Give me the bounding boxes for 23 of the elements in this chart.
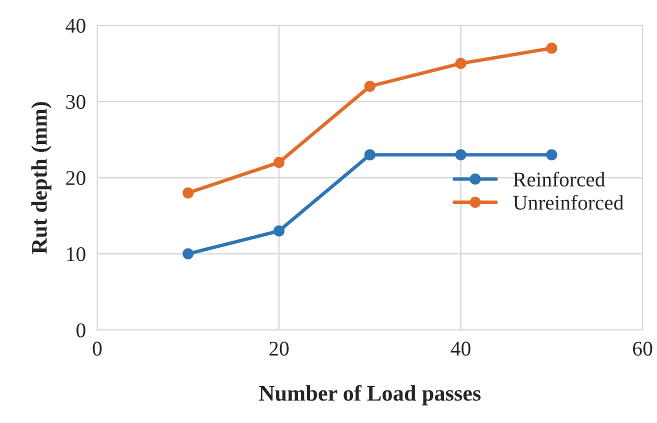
- point: [546, 42, 558, 54]
- x-tick-label: 60: [633, 342, 652, 356]
- y-tick-label: 40: [66, 18, 86, 33]
- y-axis-title: Rut depth (mm): [31, 102, 52, 254]
- y-tick-label: 0: [76, 323, 86, 338]
- point: [455, 58, 466, 70]
- y-tick-label: 10: [67, 247, 86, 262]
- legend-label: Unreinforced: [513, 194, 624, 210]
- x-tick-label: 0: [92, 342, 102, 356]
- point: [182, 187, 194, 198]
- point: [364, 80, 376, 92]
- y-tick-label: 20: [66, 171, 86, 186]
- point: [273, 225, 285, 237]
- point: [455, 149, 466, 160]
- x-tick-label: 20: [270, 342, 289, 356]
- point: [182, 248, 194, 260]
- point: [364, 149, 376, 160]
- y-tick-label: 30: [66, 94, 86, 109]
- x-tick-label: 40: [450, 342, 470, 356]
- legend-label: Reinforced: [513, 172, 606, 187]
- point: [546, 149, 558, 160]
- x-axis-title: Number of Load passes: [259, 384, 481, 406]
- point: [273, 156, 285, 168]
